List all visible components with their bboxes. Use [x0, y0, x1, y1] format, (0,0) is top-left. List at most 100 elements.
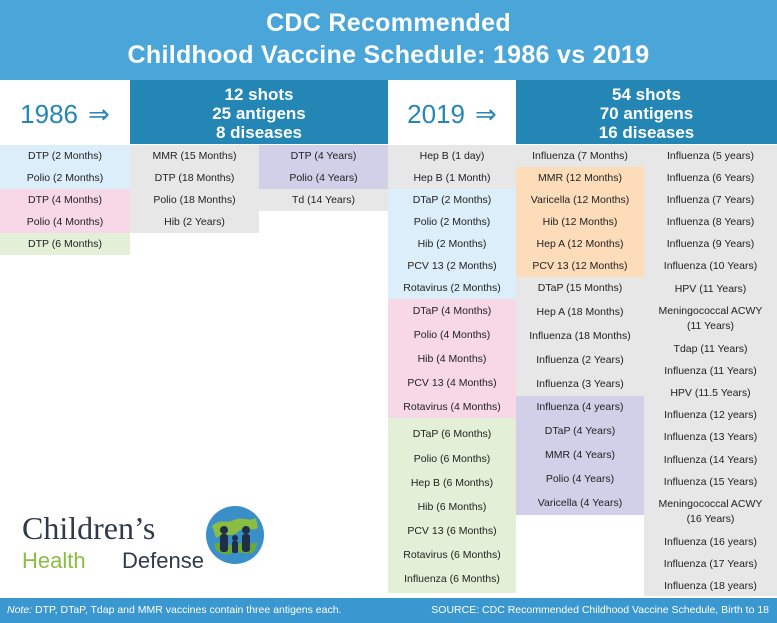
- vaccine-item: Hib (4 Months): [417, 353, 487, 365]
- shots-2019: 54 shots: [612, 85, 681, 104]
- vaccine-item: Hep A (12 Months): [536, 238, 624, 250]
- vaccine-item: (11 Years): [686, 320, 735, 332]
- vaccine-item: Influenza (12 years): [664, 409, 757, 421]
- band-2019-4mo: [388, 299, 516, 418]
- logo-word-health: Health: [22, 548, 86, 573]
- note-label: Note:: [7, 604, 33, 616]
- band-2019-7mo: [516, 145, 644, 167]
- diseases-1986: 8 diseases: [215, 123, 302, 142]
- vaccine-item: Polio (4 Months): [413, 329, 491, 341]
- summary-2019: 54 shots 70 antigens 16 diseases: [516, 80, 777, 144]
- year-2019-text: 2019: [407, 98, 466, 129]
- footer-note: Note: DTP, DTaP, Tdap and MMR vaccines c…: [7, 604, 341, 616]
- vaccine-item: Hep A (18 Months): [536, 306, 624, 318]
- vaccine-item: Polio (4 Years): [289, 172, 358, 184]
- band-1986-col2: [130, 145, 259, 233]
- band-1986-4mo: [0, 189, 130, 233]
- note-text: DTP, DTaP, Tdap and MMR vaccines contain…: [35, 604, 342, 616]
- vaccine-item: Influenza (18 years): [664, 580, 757, 592]
- vaccine-item: DTaP (2 Months): [412, 194, 492, 206]
- vaccine-item: Influenza (16 years): [664, 536, 757, 548]
- footer-source: SOURCE: CDC Recommended Childhood Vaccin…: [431, 604, 769, 616]
- vaccine-item: Polio (2 Months): [413, 216, 491, 228]
- vaccine-item: Hep B (6 Months): [410, 477, 494, 489]
- year-2019-label: 2019 ⇒: [388, 84, 516, 144]
- vaccine-item: PCV 13 (12 Months): [532, 260, 628, 272]
- band-2019-12mo: [516, 167, 644, 277]
- year-1986-text: 1986: [20, 98, 79, 129]
- vaccine-item: Hib (6 Months): [417, 501, 487, 513]
- vaccine-item: PCV 13 (6 Months): [407, 525, 497, 537]
- band-1986-14yr: [259, 189, 388, 211]
- year-1986-label: 1986 ⇒: [0, 84, 130, 144]
- vaccine-item: Influenza (13 Years): [663, 431, 758, 443]
- vaccine-item: Polio (4 Months): [26, 216, 104, 228]
- vaccine-item: Influenza (8 Years): [666, 216, 755, 228]
- band-2019-15mo-3yr: [516, 277, 644, 396]
- vaccine-item: PCV 13 (4 Months): [407, 377, 497, 389]
- arrow-right-icon: ⇒: [475, 98, 497, 129]
- band-1986-2mo: [0, 145, 130, 189]
- vaccine-item: DTaP (4 Years): [544, 425, 616, 437]
- vaccine-item: DTaP (4 Months): [412, 305, 492, 317]
- vaccine-item: Influenza (6 Years): [666, 172, 755, 184]
- vaccine-item: MMR (12 Months): [537, 172, 622, 184]
- vaccine-item: Polio (18 Months): [153, 194, 236, 206]
- band-2019-2mo: [388, 189, 516, 299]
- vaccine-item: Influenza (15 Years): [663, 476, 758, 488]
- title-line-2: Childhood Vaccine Schedule: 1986 vs 2019: [127, 41, 650, 69]
- vaccine-item: Influenza (3 Years): [536, 378, 624, 390]
- vaccine-item: DTP (4 Months): [28, 194, 102, 206]
- vaccine-item: Polio (4 Years): [545, 473, 615, 485]
- title-banner: CDC Recommended Childhood Vaccine Schedu…: [0, 0, 777, 80]
- footer-bar: Note: DTP, DTaP, Tdap and MMR vaccines c…: [0, 598, 777, 623]
- vaccine-item: Influenza (4 years): [536, 401, 624, 413]
- vaccine-item: DTaP (15 Months): [537, 282, 623, 294]
- vaccine-item: Polio (6 Months): [413, 453, 491, 465]
- vaccine-item: Influenza (17 Years): [663, 558, 758, 570]
- vaccine-item: Rotavirus (6 Months): [403, 549, 501, 561]
- band-2019-4yr: [516, 396, 644, 515]
- vaccine-item: Td (14 Years): [291, 194, 356, 206]
- vaccine-item: Hib (12 Months): [542, 216, 618, 228]
- vaccine-item: DTP (4 Years): [290, 150, 357, 162]
- vaccine-item: Influenza (2 Years): [536, 354, 624, 366]
- vaccine-item: Influenza (11 Years): [664, 365, 757, 377]
- vaccine-item: Influenza (10 Years): [663, 260, 758, 272]
- vaccine-item: Rotavirus (4 Months): [403, 401, 501, 413]
- vaccine-item: Influenza (7 Years): [666, 194, 755, 206]
- logo-word-childrens: Children’s: [22, 510, 156, 546]
- vaccine-item: Influenza (14 Years): [663, 454, 758, 466]
- title-line-1: CDC Recommended: [266, 9, 511, 37]
- diseases-2019: 16 diseases: [598, 123, 695, 142]
- vaccine-item: MMR (4 Years): [544, 449, 616, 461]
- shots-1986: 12 shots: [224, 85, 294, 104]
- band-1986-6mo: [0, 233, 130, 255]
- vaccine-item: HPV (11 Years): [674, 283, 747, 295]
- globe-family-icon: [206, 506, 264, 564]
- vaccine-item: DTP (18 Months): [154, 172, 235, 184]
- vaccine-item: Meningococcal ACWY: [658, 498, 763, 510]
- vaccine-item: Varicella (12 Months): [530, 194, 630, 206]
- band-2019-6mo: [388, 418, 516, 593]
- vaccine-item: DTaP (6 Months): [412, 428, 492, 440]
- vaccine-item: Tdap (11 Years): [673, 343, 748, 355]
- vaccine-item: DTP (2 Months): [28, 150, 102, 162]
- vaccine-item: Hib (2 Years): [164, 216, 225, 228]
- vaccine-item: PCV 13 (2 Months): [407, 260, 497, 272]
- vaccine-item: Influenza (6 Months): [404, 573, 500, 585]
- vaccine-item: Hep B (1 day): [419, 150, 485, 162]
- vaccine-item: DTP (6 Months): [28, 238, 102, 250]
- band-2019-birth: [388, 145, 516, 189]
- logo-word-defense: Defense: [122, 548, 204, 573]
- vaccine-item: MMR (15 Months): [152, 150, 237, 162]
- vaccine-item: Influenza (5 years): [667, 150, 754, 162]
- band-1986-4yr: [259, 145, 388, 189]
- antigens-2019: 70 antigens: [599, 104, 694, 123]
- vaccine-item: (16 Years): [686, 513, 735, 525]
- vaccine-item: HPV (11.5 Years): [670, 387, 751, 399]
- vaccine-item: Polio (2 Months): [26, 172, 104, 184]
- vaccine-item: Hep B (1 Month): [413, 172, 491, 184]
- vaccine-item: Hib (2 Months): [417, 238, 487, 250]
